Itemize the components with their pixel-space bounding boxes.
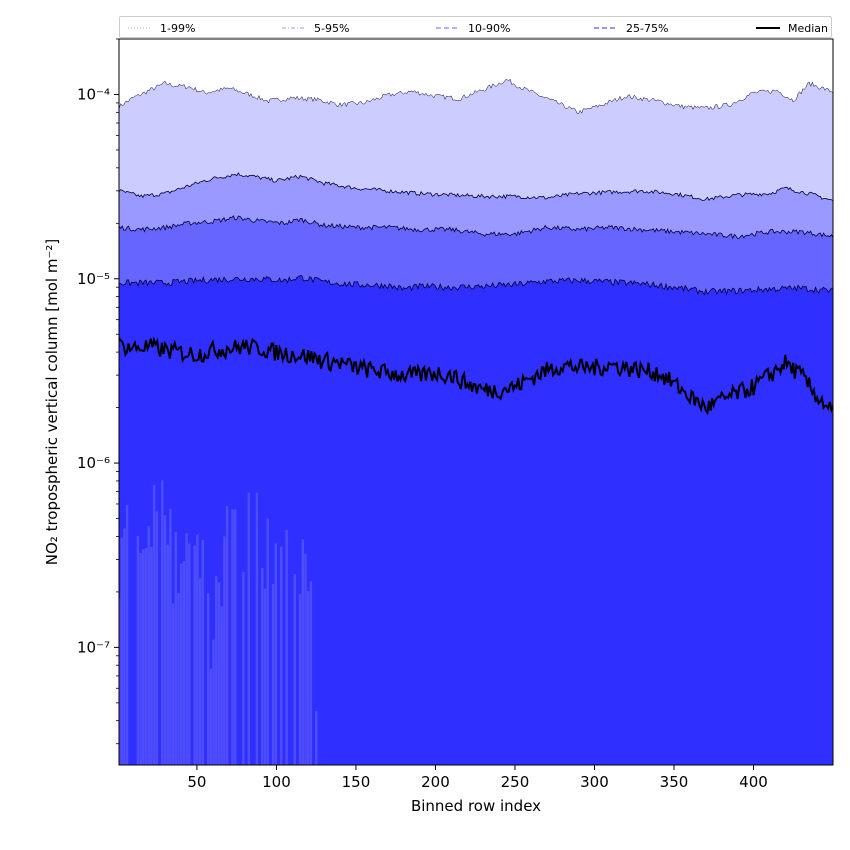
legend-item-5-95: 5-95% [282, 20, 349, 36]
legend-item-1-99: 1-99% [128, 20, 195, 36]
lower-percentile-spike [263, 589, 267, 765]
lower-percentile-spike [174, 532, 177, 765]
y-tick-label: 10⁻⁴ [77, 85, 110, 103]
lower-percentile-spike [274, 543, 277, 765]
legend-item-10-90: 10-90% [436, 20, 510, 36]
lower-percentile-spike [212, 639, 215, 765]
lower-percentile-spike [225, 505, 229, 765]
x-tick-label: 200 [421, 773, 450, 791]
axes: 50 100 150 200 250 300 350 400 10⁻⁷ 10⁻⁶ 10⁻⁵ 10⁻⁴ [77, 38, 834, 791]
band-5-95-edge [119, 172, 833, 202]
lower-percentile-spike [180, 563, 183, 765]
plot-frame [118, 38, 834, 766]
lower-percentile-spike [171, 603, 175, 765]
lower-percentile-spike [242, 572, 245, 765]
legend-label: 1-99% [160, 21, 196, 35]
band-25-75-edge [119, 274, 833, 296]
x-tick-label: 150 [342, 773, 371, 791]
legend-swatch [756, 27, 780, 29]
lower-percentile-spike [280, 546, 283, 765]
legend: 1-99% 5-95% 10-90% 25-75% Median [119, 16, 832, 38]
legend-item-median: Median [756, 20, 828, 36]
lower-percentile-spike [123, 528, 126, 765]
lower-percentile-spike [217, 582, 221, 765]
legend-label: 10-90% [468, 21, 511, 35]
legend-label: 25-75% [626, 21, 669, 35]
lower-percentile-spike [198, 578, 202, 765]
lower-percentile-spike [119, 598, 121, 765]
legend-swatch [594, 27, 618, 29]
lower-percentile-spike [125, 505, 129, 765]
lower-percentile-spike [185, 533, 188, 765]
lower-percentile-spike [161, 480, 164, 765]
lower-percentile-spike [301, 539, 304, 765]
lower-percentile-spike [207, 593, 210, 765]
lower-percentile-spike [139, 552, 142, 765]
lower-percentile-spike [188, 543, 191, 765]
lower-percentile-spike [266, 518, 269, 765]
legend-label: 5-95% [314, 21, 350, 35]
legend-swatch [436, 27, 460, 29]
lower-percentile-spike [177, 593, 180, 765]
lower-percentile-spike [182, 561, 186, 765]
lower-percentile-spike [152, 485, 156, 765]
y-tick-label: 10⁻⁵ [77, 270, 110, 288]
band-25-75 [119, 275, 833, 765]
lower-percentile-spike [147, 525, 150, 765]
percentile-bands [119, 79, 833, 765]
lower-percentile-spike [201, 539, 204, 765]
y-axis-label: NO₂ tropospheric vertical column [mol m⁻… [43, 238, 61, 566]
lower-percentile-spike [304, 553, 307, 765]
median-line [119, 336, 833, 416]
lower-percentile-spike [155, 511, 158, 765]
x-tick-label: 250 [501, 773, 530, 791]
x-tick-label: 300 [580, 773, 609, 791]
lower-percentile-spike [247, 492, 250, 765]
y-tick-label: 10⁻⁷ [77, 638, 110, 656]
lower-percentile-spike [209, 668, 213, 765]
lower-percentile-spike [196, 534, 199, 765]
lower-percentile-spike [144, 548, 148, 765]
lower-percentile-spike [120, 537, 123, 765]
legend-label: Median [788, 21, 829, 35]
lower-percentile-spike [215, 575, 218, 765]
lower-percentile-spike [315, 710, 318, 765]
x-tick-label: 50 [187, 773, 206, 791]
lower-percentile-spike [271, 583, 275, 765]
lower-percentile-spike [166, 544, 169, 765]
band-1-99-edge [119, 78, 833, 114]
lower-percentile-spike [309, 581, 313, 765]
lower-percentile-spike [298, 594, 302, 765]
lower-percentile-spike [163, 515, 167, 765]
legend-swatch [282, 27, 306, 29]
lower-percentile-spike [220, 606, 223, 765]
x-tick-label: 400 [739, 773, 768, 791]
lower-percentile-spike [231, 509, 234, 765]
lower-percentile-spike [193, 545, 196, 765]
x-axis-label: Binned row index [410, 797, 542, 815]
lower-percentile-spike [255, 492, 259, 765]
lower-percentile-spike [261, 568, 264, 765]
y-tick-label: 10⁻⁶ [77, 454, 110, 472]
lower-percentile-spike [142, 549, 145, 765]
x-tick-label: 100 [262, 773, 291, 791]
lower-percentile-spike [223, 536, 226, 765]
lower-percentile-spike [285, 530, 288, 765]
lower-percentile-spike [150, 547, 153, 765]
band-10-90-edge [119, 215, 833, 240]
percentile-lines [119, 78, 833, 416]
lower-percentile-spike [136, 536, 140, 765]
lower-percentile-spike [293, 573, 296, 765]
legend-swatch [128, 27, 152, 29]
legend-item-25-75: 25-75% [594, 20, 668, 36]
lower-percentile-spike [307, 590, 310, 765]
lower-percentile-spike [169, 508, 172, 765]
lower-percentile-spike [234, 509, 237, 765]
x-tick-label: 350 [660, 773, 689, 791]
